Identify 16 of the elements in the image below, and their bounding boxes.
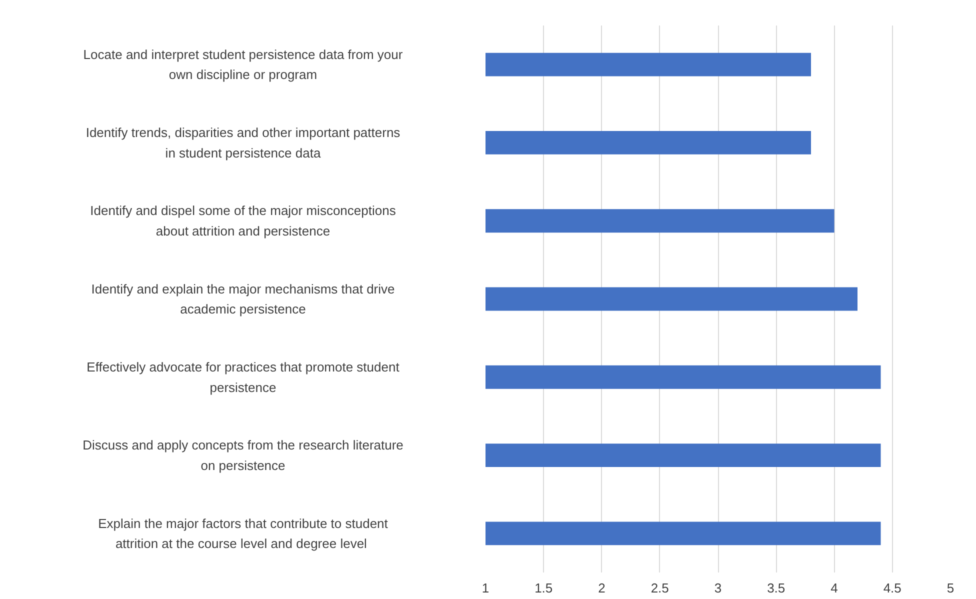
y-tick-label: Discuss and apply concepts from the research literature on persistence — [82, 438, 404, 473]
y-tick-label: Explain the major factors that contribute to student attrition at the course level and degree level — [98, 516, 388, 552]
x-tick-label: 1 — [482, 580, 490, 596]
y-tick-label: Identify and explain the major mechanisms that drive academic persistence — [91, 281, 395, 317]
y-tick-label: Identify trends, disparities and other important patterns in student persistence data — [86, 125, 401, 160]
x-tick-label: 4.5 — [883, 580, 902, 596]
x-tick-label: 5 — [946, 580, 954, 596]
y-tick-label: Effectively advocate for practices that promote student persistence — [86, 360, 400, 395]
x-tick-label: 1.5 — [534, 580, 553, 596]
y-tick-label: Identify and dispel some of the major misconceptions about attrition and persistence — [90, 203, 396, 238]
y-tick-label: Locate and interpret student persistence data from your own discipline or program — [83, 46, 404, 82]
x-tick-label: 2.5 — [650, 580, 669, 596]
x-tick-label: 4 — [830, 580, 838, 596]
x-tick-label: 3.5 — [767, 580, 786, 596]
x-tick-label: 3 — [714, 580, 722, 596]
x-tick-label: 2 — [598, 580, 606, 596]
